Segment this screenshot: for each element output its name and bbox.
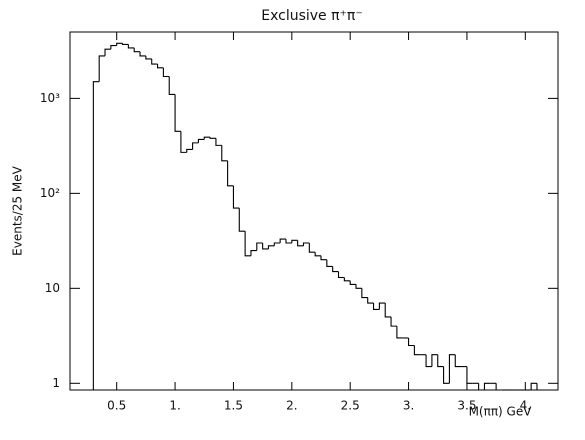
x-tick-label: 3. — [403, 399, 414, 413]
histogram-bin — [279, 238, 286, 244]
histogram-bin — [227, 160, 234, 187]
histogram-bin — [390, 316, 397, 327]
histogram-bin — [530, 382, 537, 390]
x-tick-label: 3.5 — [457, 399, 476, 413]
histogram-bin — [186, 148, 193, 153]
histogram-bin — [273, 242, 281, 246]
histogram-bin — [384, 303, 392, 318]
histogram-bin — [133, 47, 141, 53]
histogram-bin — [454, 354, 462, 368]
histogram-bin — [478, 383, 485, 391]
histogram-bin — [302, 242, 310, 246]
x-tick-label: 2.5 — [341, 399, 360, 413]
histogram-bin — [367, 297, 374, 304]
histogram-bin — [372, 303, 380, 310]
histogram-bin — [104, 48, 111, 56]
histogram-bin — [466, 366, 473, 384]
histogram-bin — [495, 383, 502, 391]
histogram-bin — [297, 240, 304, 247]
histogram-bin — [180, 131, 187, 153]
histogram-bin — [431, 354, 438, 367]
histogram-bin — [127, 44, 135, 49]
histogram-bin — [232, 185, 240, 209]
y-tick-label: 10 — [45, 281, 60, 295]
y-axis-label: Events/25 MeV — [11, 165, 25, 255]
histogram-bin — [314, 252, 322, 257]
histogram-bin — [209, 137, 216, 139]
x-tick-label: 1.5 — [224, 399, 243, 413]
histogram-bin — [92, 81, 100, 390]
chart-title: Exclusive π⁺π⁻ — [261, 8, 363, 24]
histogram-bin — [337, 271, 345, 279]
histogram-bin — [267, 245, 275, 249]
histogram-bin — [192, 142, 199, 150]
histogram-bin — [378, 302, 386, 310]
histogram-bin — [256, 242, 263, 251]
histogram-bin — [413, 345, 421, 356]
histogram-bin — [425, 354, 432, 368]
histogram-bin — [408, 337, 415, 347]
histogram-bin — [291, 239, 298, 244]
histogram-bin — [145, 55, 152, 60]
histogram-bin — [174, 94, 181, 132]
histogram-bin — [121, 43, 129, 45]
histogram-bin — [116, 42, 123, 46]
histogram-bin — [396, 326, 403, 339]
x-tick-label: 0.5 — [107, 399, 126, 413]
x-axis-label: M(ππ) GeV — [469, 405, 533, 419]
histogram-bin — [203, 136, 211, 140]
x-tick-label: 2. — [286, 399, 297, 413]
histogram-bin — [332, 266, 339, 273]
plot-frame — [69, 31, 559, 391]
histogram-bin — [343, 277, 351, 282]
histogram-bin — [349, 280, 357, 285]
y-tick-label: 10² — [40, 186, 60, 200]
histogram-bin — [250, 249, 257, 256]
histogram-bin — [285, 239, 292, 244]
histogram-bin — [443, 366, 450, 384]
histogram-bin — [197, 138, 205, 143]
histogram-bin — [151, 58, 158, 65]
histogram-bin — [536, 383, 543, 391]
histogram-bin — [162, 67, 170, 78]
histogram-bin — [221, 145, 228, 162]
y-tick-label: 1 — [52, 376, 60, 390]
histogram-bin — [110, 44, 117, 50]
histogram-bin — [238, 208, 246, 232]
histogram-bin — [157, 64, 164, 69]
histogram-bin — [448, 354, 456, 384]
histogram-bin — [326, 259, 333, 267]
histogram-bin — [168, 76, 176, 96]
histogram-bin — [215, 138, 222, 146]
histogram-bin — [244, 231, 251, 257]
histogram-bin — [308, 243, 316, 253]
y-tick-label: 10³ — [40, 91, 60, 105]
histogram-bin — [437, 354, 444, 368]
histogram-bin — [262, 243, 269, 250]
histogram-bin — [98, 55, 106, 82]
histogram-bin — [355, 284, 362, 289]
histogram-bin — [483, 382, 491, 390]
histogram-bin — [139, 51, 146, 57]
x-tick-label: 4. — [520, 399, 531, 413]
histogram-bin — [320, 255, 327, 261]
x-tick-label: 1. — [169, 399, 180, 413]
histogram-bin — [361, 288, 368, 299]
